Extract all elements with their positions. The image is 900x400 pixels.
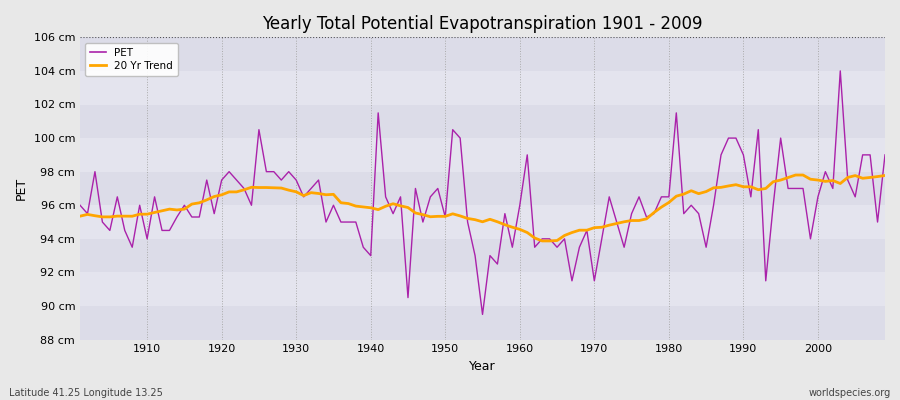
Text: Latitude 41.25 Longitude 13.25: Latitude 41.25 Longitude 13.25 (9, 388, 163, 398)
Bar (80, 306, 885, 340)
Bar (80, 37, 885, 71)
Title: Yearly Total Potential Evapotranspiration 1901 - 2009: Yearly Total Potential Evapotranspiratio… (262, 15, 703, 33)
Bar (80, 138, 885, 172)
Bar (80, 205, 885, 239)
Bar (80, 172, 885, 205)
Bar (80, 104, 885, 138)
Bar (80, 272, 885, 306)
Bar (80, 239, 885, 272)
Text: worldspecies.org: worldspecies.org (809, 388, 891, 398)
X-axis label: Year: Year (469, 360, 496, 373)
Y-axis label: PET: PET (15, 177, 28, 200)
Bar (80, 71, 885, 104)
Legend: PET, 20 Yr Trend: PET, 20 Yr Trend (86, 42, 178, 76)
